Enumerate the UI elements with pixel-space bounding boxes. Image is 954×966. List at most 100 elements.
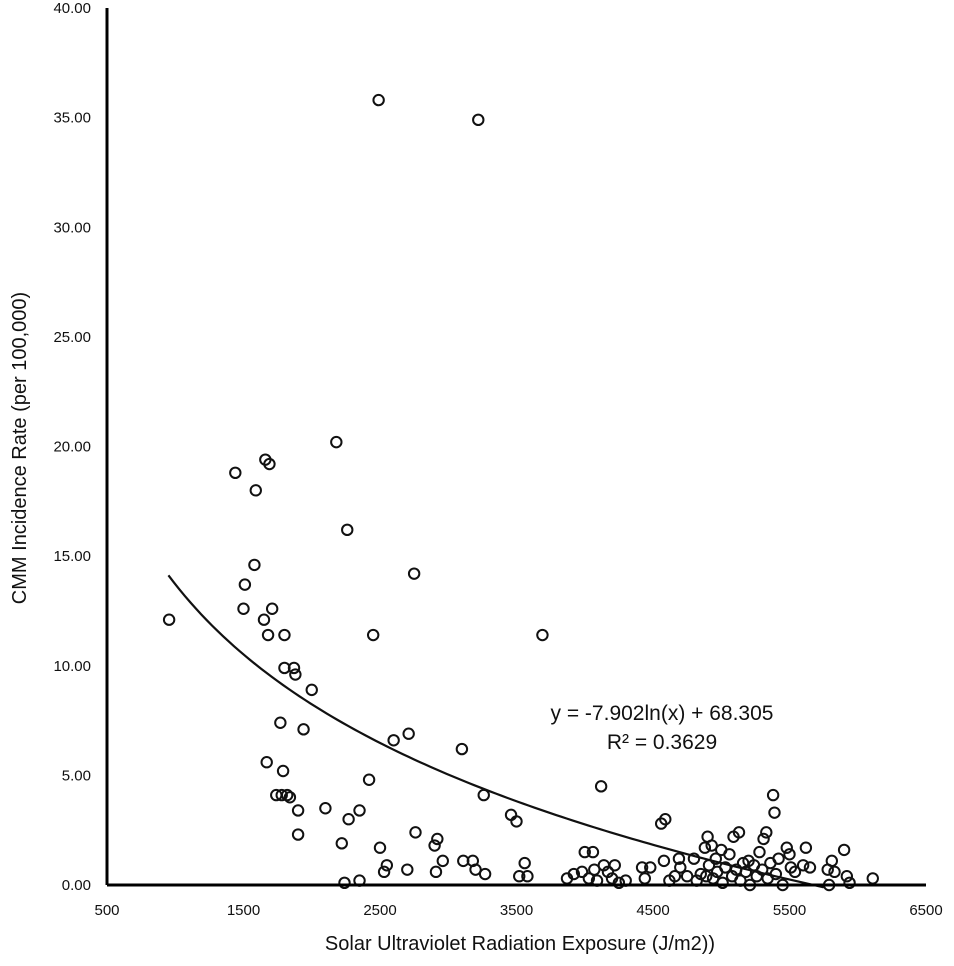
data-point — [261, 628, 275, 642]
data-point — [291, 804, 305, 817]
data-point — [700, 870, 713, 883]
trendline-r-squared: R² = 0.3629 — [607, 731, 717, 754]
x-axis-title: Solar Ultraviolet Radiation Exposure (J/… — [325, 933, 715, 955]
x-tick-label: 500 — [94, 902, 119, 919]
data-point — [278, 628, 291, 642]
data-point — [687, 852, 701, 865]
data-point — [788, 865, 802, 879]
data-point — [608, 859, 621, 872]
data-point — [402, 727, 415, 740]
data-point — [510, 815, 523, 828]
data-point — [766, 788, 780, 802]
data-point — [280, 788, 294, 802]
data-point — [263, 457, 276, 471]
data-point — [668, 870, 682, 883]
data-point — [373, 841, 387, 854]
data-point — [769, 867, 783, 881]
data-point — [840, 870, 854, 883]
data-point — [843, 876, 856, 890]
x-tick-label: 4500 — [636, 902, 669, 919]
y-tick-label: 40.00 — [53, 0, 91, 17]
data-points — [162, 93, 879, 892]
data-point — [257, 613, 271, 626]
data-point — [265, 602, 279, 615]
data-point — [283, 791, 297, 804]
data-point — [249, 484, 262, 497]
data-point — [366, 628, 380, 642]
data-point — [756, 863, 769, 876]
data-point — [335, 837, 348, 850]
data-point — [248, 558, 261, 572]
axes — [105, 8, 926, 887]
data-point — [338, 876, 351, 890]
y-axis-title: CMM Incidence Rate (per 100,000) — [9, 292, 31, 604]
x-tick-label: 6500 — [909, 902, 942, 919]
y-tick-label: 20.00 — [53, 439, 91, 456]
x-tick-label: 1500 — [227, 902, 260, 919]
data-point — [694, 867, 707, 881]
data-point — [162, 613, 176, 626]
data-point — [372, 93, 385, 107]
data-point — [796, 859, 810, 872]
y-tick-label: 5.00 — [62, 767, 91, 784]
data-point — [521, 870, 534, 883]
data-point — [723, 848, 736, 861]
data-point — [518, 856, 531, 870]
data-point — [575, 865, 589, 879]
trendline-group — [167, 574, 824, 889]
data-point — [768, 806, 781, 819]
data-point — [305, 683, 318, 697]
data-point — [709, 852, 722, 865]
data-point — [672, 852, 686, 865]
data-point — [828, 865, 841, 879]
data-point — [407, 567, 421, 580]
data-point — [238, 578, 252, 591]
y-tick-label: 15.00 — [53, 548, 91, 565]
data-point — [757, 832, 770, 846]
data-point — [866, 872, 879, 885]
y-tick-label: 10.00 — [53, 658, 91, 675]
data-point — [732, 826, 746, 839]
y-tick-labels: 0.00 5.00 10.00 15.00 20.00 25.00 30.00 35.00 40… — [53, 0, 91, 894]
data-point — [297, 723, 310, 736]
data-point — [513, 870, 526, 883]
trendline-equation: y = -7.902ln(x) + 68.305 — [551, 702, 774, 725]
x-tick-labels: 500 1500 2500 3500 4500 5500 6500 — [94, 902, 942, 919]
data-point — [753, 845, 766, 859]
data-point — [612, 876, 626, 890]
data-point — [644, 861, 657, 874]
data-point — [380, 859, 394, 872]
x-tick-label: 3500 — [500, 902, 533, 919]
data-point — [674, 861, 687, 874]
data-point — [635, 861, 649, 874]
data-point — [387, 734, 400, 747]
data-point — [429, 865, 443, 879]
data-point — [472, 113, 485, 127]
data-point — [478, 867, 492, 881]
data-point — [659, 813, 672, 826]
data-point — [291, 828, 305, 841]
data-point — [783, 848, 796, 861]
data-point — [477, 788, 490, 802]
y-tick-label: 30.00 — [53, 219, 91, 236]
data-point — [330, 435, 343, 449]
x-tick-label: 5500 — [773, 902, 806, 919]
data-point — [825, 854, 839, 868]
x-tick-label: 2500 — [363, 902, 396, 919]
data-point — [229, 466, 242, 480]
data-point — [716, 876, 729, 890]
data-point — [638, 872, 652, 885]
data-point — [409, 826, 422, 839]
y-tick-label: 35.00 — [53, 110, 91, 127]
data-point — [260, 756, 273, 769]
data-point — [431, 832, 444, 846]
data-point — [594, 780, 608, 793]
data-point — [803, 861, 817, 874]
data-point — [341, 523, 354, 537]
data-point — [342, 813, 355, 826]
data-point — [274, 716, 287, 729]
data-point — [702, 859, 716, 872]
data-point — [362, 773, 376, 786]
data-point — [275, 788, 288, 802]
